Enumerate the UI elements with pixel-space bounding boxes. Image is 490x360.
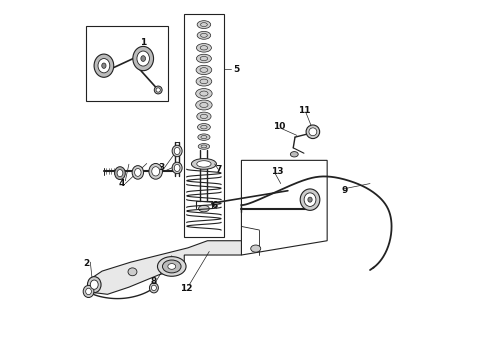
- Text: 2: 2: [83, 260, 89, 269]
- Ellipse shape: [133, 46, 153, 71]
- Text: 1: 1: [140, 38, 147, 47]
- Ellipse shape: [128, 268, 137, 276]
- Ellipse shape: [135, 168, 141, 176]
- Ellipse shape: [151, 285, 156, 291]
- Ellipse shape: [196, 65, 212, 75]
- Ellipse shape: [174, 165, 180, 171]
- Ellipse shape: [88, 276, 101, 293]
- Ellipse shape: [198, 205, 209, 212]
- Ellipse shape: [174, 147, 180, 154]
- Text: 13: 13: [271, 167, 283, 176]
- Ellipse shape: [149, 163, 163, 179]
- Polygon shape: [92, 241, 242, 294]
- Ellipse shape: [172, 162, 182, 174]
- Ellipse shape: [137, 51, 149, 66]
- Ellipse shape: [300, 189, 320, 210]
- Ellipse shape: [98, 59, 110, 73]
- Ellipse shape: [94, 54, 114, 77]
- Bar: [86, 26, 168, 102]
- Polygon shape: [242, 160, 327, 255]
- Text: 8: 8: [151, 277, 157, 286]
- Ellipse shape: [306, 125, 319, 139]
- Ellipse shape: [196, 89, 212, 99]
- Ellipse shape: [304, 193, 316, 206]
- Ellipse shape: [132, 166, 144, 179]
- Ellipse shape: [192, 158, 217, 169]
- Ellipse shape: [198, 134, 210, 140]
- Text: 4: 4: [119, 179, 125, 188]
- Text: 11: 11: [298, 106, 310, 115]
- Ellipse shape: [86, 288, 92, 295]
- Ellipse shape: [196, 44, 211, 52]
- Ellipse shape: [156, 88, 160, 92]
- Ellipse shape: [141, 56, 146, 62]
- Text: 7: 7: [215, 165, 221, 174]
- Ellipse shape: [251, 245, 261, 252]
- Ellipse shape: [196, 54, 211, 63]
- Text: 9: 9: [342, 186, 348, 195]
- Ellipse shape: [197, 21, 211, 28]
- Ellipse shape: [197, 161, 211, 167]
- Text: 10: 10: [273, 122, 285, 131]
- Ellipse shape: [115, 167, 125, 180]
- Ellipse shape: [102, 63, 106, 68]
- Text: 12: 12: [180, 284, 192, 293]
- Ellipse shape: [197, 31, 211, 39]
- Ellipse shape: [291, 152, 298, 157]
- Ellipse shape: [83, 285, 94, 297]
- Ellipse shape: [117, 170, 123, 177]
- Bar: [184, 14, 223, 237]
- Ellipse shape: [149, 283, 158, 293]
- Ellipse shape: [309, 128, 317, 136]
- Ellipse shape: [196, 77, 212, 86]
- Ellipse shape: [197, 112, 211, 121]
- Ellipse shape: [154, 86, 162, 94]
- Ellipse shape: [152, 167, 160, 176]
- Ellipse shape: [197, 123, 210, 131]
- Ellipse shape: [168, 264, 176, 269]
- Text: 3: 3: [158, 163, 164, 172]
- Ellipse shape: [157, 257, 186, 276]
- Text: 5: 5: [233, 65, 239, 74]
- Ellipse shape: [163, 260, 181, 273]
- Ellipse shape: [196, 100, 212, 110]
- Ellipse shape: [90, 280, 98, 289]
- Ellipse shape: [172, 145, 182, 157]
- Ellipse shape: [198, 144, 210, 149]
- Text: 6: 6: [212, 201, 218, 210]
- Ellipse shape: [308, 197, 312, 202]
